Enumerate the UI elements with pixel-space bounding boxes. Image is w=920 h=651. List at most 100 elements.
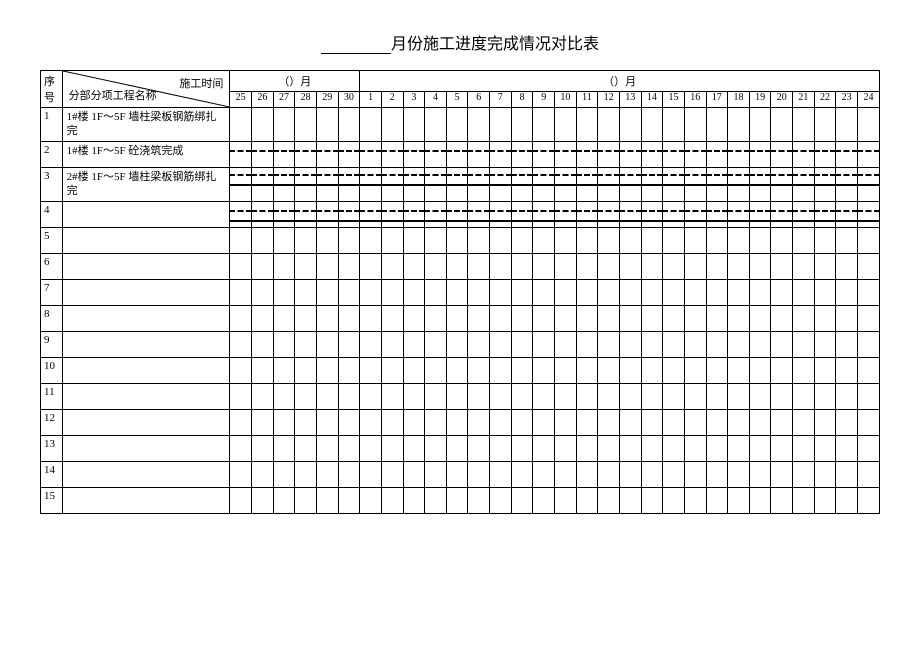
day-header: 24 [858, 92, 880, 108]
table-row: 5 [41, 228, 880, 254]
day-cell [793, 462, 815, 488]
day-cell [619, 280, 641, 306]
day-cell [814, 168, 836, 202]
day-header: 28 [295, 92, 317, 108]
day-cell [576, 142, 598, 168]
day-cell [468, 306, 490, 332]
day-cell [446, 280, 468, 306]
day-cell [511, 254, 533, 280]
day-cell [706, 202, 728, 228]
day-cell [252, 332, 274, 358]
day-header: 30 [338, 92, 360, 108]
day-cell [511, 280, 533, 306]
day-cell [425, 254, 447, 280]
day-cell [316, 228, 338, 254]
schedule-table: 序号 施工时间 分部分项工程名称 （）月 （）月 252627282930123… [40, 70, 880, 514]
header-diagonal: 施工时间 分部分项工程名称 [62, 71, 230, 108]
month1-header: （）月 [230, 71, 360, 92]
name-cell [62, 332, 230, 358]
day-cell [641, 168, 663, 202]
day-cell [533, 462, 555, 488]
header-time-label: 施工时间 [179, 75, 223, 91]
day-cell [641, 280, 663, 306]
table-row: 10 [41, 358, 880, 384]
day-cell [360, 254, 382, 280]
day-cell [793, 410, 815, 436]
day-cell [338, 142, 360, 168]
day-cell [425, 332, 447, 358]
seq-cell: 1 [41, 108, 63, 142]
day-cell [533, 168, 555, 202]
day-cell [706, 384, 728, 410]
day-cell [663, 142, 685, 168]
day-cell [360, 384, 382, 410]
name-cell [62, 384, 230, 410]
table-row: 15 [41, 488, 880, 514]
day-cell [576, 228, 598, 254]
day-cell [576, 332, 598, 358]
day-cell [511, 410, 533, 436]
table-row: 7 [41, 280, 880, 306]
day-cell [576, 306, 598, 332]
day-cell [771, 254, 793, 280]
day-cell [793, 332, 815, 358]
day-cell [749, 462, 771, 488]
day-cell [576, 462, 598, 488]
day-cell [598, 108, 620, 142]
seq-cell: 9 [41, 332, 63, 358]
day-cell [706, 332, 728, 358]
day-cell [295, 280, 317, 306]
day-cell [555, 306, 577, 332]
day-cell [230, 488, 252, 514]
day-cell [684, 142, 706, 168]
day-cell [230, 142, 252, 168]
day-cell [252, 142, 274, 168]
day-cell [360, 142, 382, 168]
day-cell [468, 280, 490, 306]
day-cell [295, 108, 317, 142]
day-cell [468, 488, 490, 514]
day-cell [619, 488, 641, 514]
name-cell [62, 410, 230, 436]
day-header: 16 [684, 92, 706, 108]
day-cell [663, 254, 685, 280]
day-cell [316, 108, 338, 142]
day-cell [576, 280, 598, 306]
day-cell [511, 358, 533, 384]
day-cell [706, 462, 728, 488]
day-cell [771, 202, 793, 228]
day-cell [490, 384, 512, 410]
day-cell [425, 462, 447, 488]
day-cell [684, 202, 706, 228]
day-cell [316, 202, 338, 228]
day-cell [836, 358, 858, 384]
day-cell [403, 280, 425, 306]
day-cell [338, 462, 360, 488]
name-cell [62, 358, 230, 384]
day-cell [403, 142, 425, 168]
day-cell [316, 488, 338, 514]
day-cell [533, 410, 555, 436]
day-cell [338, 254, 360, 280]
day-cell [858, 358, 880, 384]
table-row: 14 [41, 462, 880, 488]
day-cell [749, 202, 771, 228]
day-cell [836, 462, 858, 488]
day-cell [576, 488, 598, 514]
day-cell [403, 384, 425, 410]
day-cell [555, 462, 577, 488]
day-cell [338, 306, 360, 332]
day-cell [381, 410, 403, 436]
day-cell [230, 462, 252, 488]
day-cell [749, 142, 771, 168]
day-cell [598, 254, 620, 280]
day-cell [663, 306, 685, 332]
day-cell [598, 168, 620, 202]
day-cell [598, 488, 620, 514]
day-header: 27 [273, 92, 295, 108]
day-cell [619, 306, 641, 332]
day-cell [684, 358, 706, 384]
day-cell [706, 488, 728, 514]
day-cell [295, 462, 317, 488]
day-cell [360, 202, 382, 228]
